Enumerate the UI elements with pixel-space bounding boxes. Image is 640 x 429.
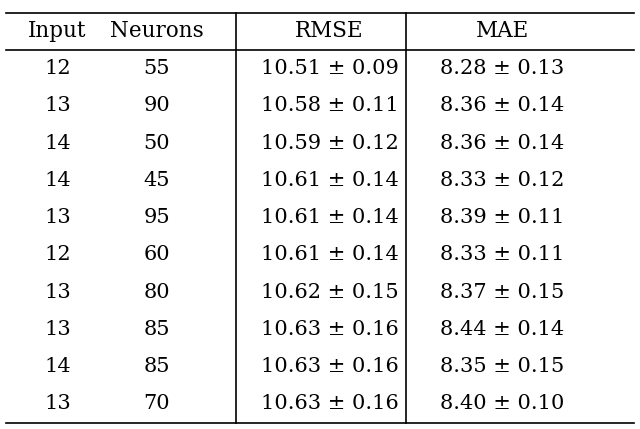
Text: 10.63 ± 0.16: 10.63 ± 0.16 [260,357,399,376]
Text: 10.63 ± 0.16: 10.63 ± 0.16 [260,320,399,339]
Text: MAE: MAE [476,21,529,42]
Text: 90: 90 [143,97,170,115]
Text: 45: 45 [143,171,170,190]
Text: 13: 13 [44,283,71,302]
Text: 8.35 ± 0.15: 8.35 ± 0.15 [440,357,564,376]
Text: 8.44 ± 0.14: 8.44 ± 0.14 [440,320,564,339]
Text: 85: 85 [143,357,170,376]
Text: 10.59 ± 0.12: 10.59 ± 0.12 [260,134,399,153]
Text: 10.61 ± 0.14: 10.61 ± 0.14 [260,245,399,264]
Text: 10.61 ± 0.14: 10.61 ± 0.14 [260,208,399,227]
Text: 14: 14 [44,171,71,190]
Text: Neurons: Neurons [110,21,204,42]
Text: 8.36 ± 0.14: 8.36 ± 0.14 [440,134,564,153]
Text: 95: 95 [143,208,170,227]
Text: 80: 80 [143,283,170,302]
Text: 10.51 ± 0.09: 10.51 ± 0.09 [260,59,399,78]
Text: 13: 13 [44,97,71,115]
Text: 55: 55 [143,59,170,78]
Text: 14: 14 [44,134,71,153]
Text: 8.33 ± 0.12: 8.33 ± 0.12 [440,171,564,190]
Text: 13: 13 [44,208,71,227]
Text: 8.39 ± 0.11: 8.39 ± 0.11 [440,208,564,227]
Text: 13: 13 [44,320,71,339]
Text: RMSE: RMSE [295,21,364,42]
Text: 10.58 ± 0.11: 10.58 ± 0.11 [260,97,399,115]
Text: 8.28 ± 0.13: 8.28 ± 0.13 [440,59,564,78]
Text: 8.40 ± 0.10: 8.40 ± 0.10 [440,394,564,414]
Text: 10.63 ± 0.16: 10.63 ± 0.16 [260,394,399,414]
Text: 8.37 ± 0.15: 8.37 ± 0.15 [440,283,564,302]
Text: Input: Input [28,21,87,42]
Text: 12: 12 [44,59,71,78]
Text: 50: 50 [143,134,170,153]
Text: 8.33 ± 0.11: 8.33 ± 0.11 [440,245,564,264]
Text: 85: 85 [143,320,170,339]
Text: 12: 12 [44,245,71,264]
Text: 13: 13 [44,394,71,414]
Text: 14: 14 [44,357,71,376]
Text: 60: 60 [143,245,170,264]
Text: 10.61 ± 0.14: 10.61 ± 0.14 [260,171,399,190]
Text: 10.62 ± 0.15: 10.62 ± 0.15 [260,283,399,302]
Text: 70: 70 [143,394,170,414]
Text: 8.36 ± 0.14: 8.36 ± 0.14 [440,97,564,115]
